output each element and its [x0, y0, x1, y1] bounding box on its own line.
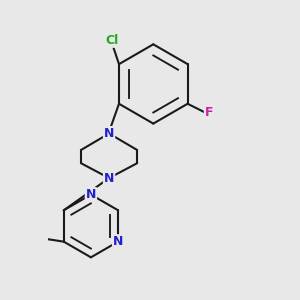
Text: N: N [86, 188, 96, 201]
Text: Cl: Cl [106, 34, 119, 47]
Text: N: N [104, 127, 114, 140]
Text: N: N [113, 235, 123, 248]
Text: N: N [104, 172, 114, 184]
Text: F: F [205, 106, 213, 118]
